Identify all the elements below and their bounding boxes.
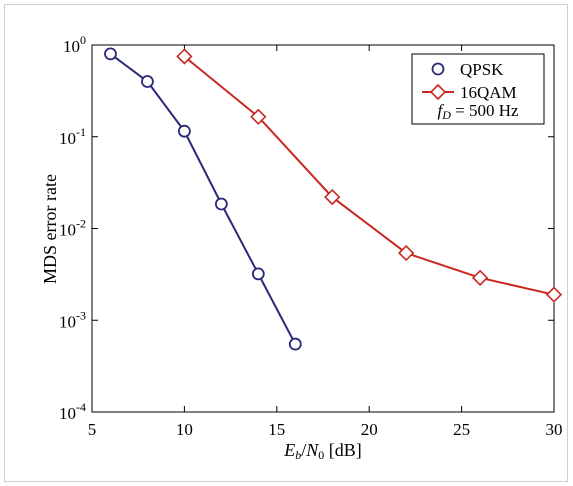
y-axis-title: MDS error rate: [40, 174, 60, 284]
legend-entry: 16QAM: [422, 83, 517, 102]
data-point: [288, 337, 302, 351]
x-tick-label: 20: [361, 420, 378, 439]
legend-entry: QPSK: [431, 60, 504, 79]
y-tick-label: 10-1: [59, 125, 86, 148]
legend-annotation: fD = 500 Hz: [437, 101, 519, 122]
data-point: [141, 75, 154, 88]
series-line: [109, 53, 297, 345]
legend-label: QPSK: [460, 60, 504, 79]
legend-items: QPSK 16QAM: [422, 60, 517, 102]
x-axis-title: Eb/N0 [dB]: [283, 440, 362, 462]
data-point: [104, 47, 117, 61]
y-tick-label: 10-4: [59, 400, 86, 423]
data-point: [545, 286, 563, 303]
series-layer: [104, 47, 563, 351]
data-point: [250, 108, 267, 125]
data-point: [177, 124, 191, 138]
axis-ticks: 5 10 15 20 25 30 100 10-1 10-2 10-3 10-4: [59, 33, 563, 439]
x-tick-label: 5: [88, 420, 97, 439]
x-tick-label: 25: [453, 420, 470, 439]
data-point: [251, 267, 265, 281]
data-point: [324, 188, 341, 206]
series-16qam: [176, 48, 563, 303]
x-tick-label: 10: [176, 420, 193, 439]
series-qpsk: [104, 47, 302, 351]
y-tick-label: 10-2: [59, 217, 86, 240]
y-tick-label: 100: [63, 33, 86, 56]
y-tick-label: 10-3: [59, 308, 86, 331]
x-tick-label: 15: [268, 420, 285, 439]
legend-marker: [429, 83, 447, 101]
x-tick-label: 30: [546, 420, 563, 439]
data-point: [398, 244, 415, 262]
legend: QPSK 16QAM fD = 500 Hz: [411, 53, 545, 125]
data-point: [176, 48, 193, 65]
legend-marker: [431, 62, 445, 76]
legend-label: 16QAM: [460, 83, 517, 102]
series-line: [183, 55, 555, 296]
data-point: [471, 269, 489, 286]
data-point: [214, 197, 228, 211]
